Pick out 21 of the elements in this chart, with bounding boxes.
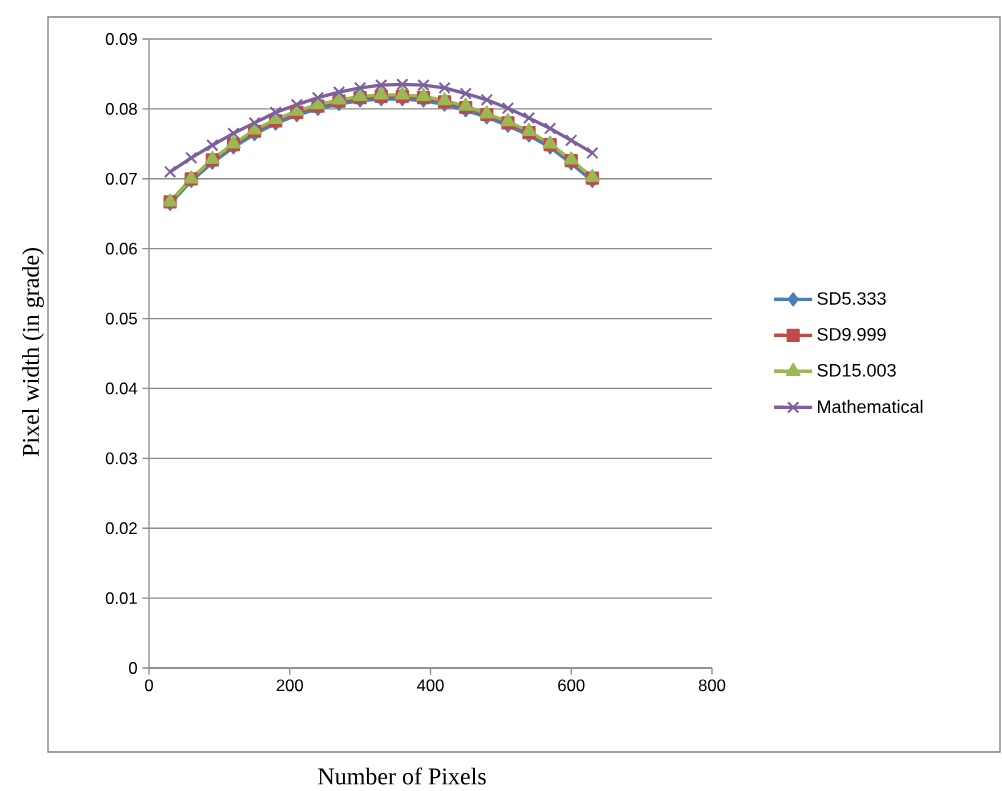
x-tick-label: 800 bbox=[698, 679, 726, 692]
y-tick-label: 0.01 bbox=[105, 592, 137, 605]
legend-label: SD5.333 bbox=[817, 292, 886, 305]
legend-label: Mathematical bbox=[817, 399, 923, 414]
legend-label: SD15.003 bbox=[817, 363, 896, 377]
y-tick-label: 0.02 bbox=[105, 522, 137, 535]
y-tick-label: 0.05 bbox=[105, 312, 137, 325]
y-axis-title: Pixel width (in grade) bbox=[22, 248, 44, 457]
x-tick-label: 0 bbox=[145, 679, 153, 692]
y-tick-label: 0.06 bbox=[105, 242, 137, 255]
x-tick-label: 400 bbox=[416, 679, 444, 692]
x-tick-label: 200 bbox=[276, 679, 303, 692]
y-tick-label: 0.03 bbox=[105, 452, 137, 465]
x-axis-title: Number of Pixels bbox=[318, 767, 486, 785]
y-tick-label: 0.07 bbox=[105, 172, 137, 185]
y-tick-label: 0.09 bbox=[105, 33, 137, 45]
legend-label: SD9.999 bbox=[817, 328, 886, 341]
y-tick-label: 0.04 bbox=[105, 382, 138, 395]
x-tick-label: 600 bbox=[558, 679, 585, 692]
y-tick-label: 0.08 bbox=[105, 103, 137, 115]
y-tick-label: 0 bbox=[129, 662, 137, 674]
